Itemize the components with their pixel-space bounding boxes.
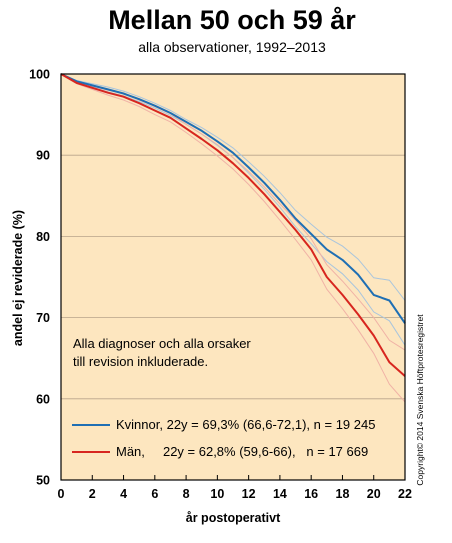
annotation-line-1: Alla diagnoser och alla orsaker (73, 336, 251, 351)
legend-label-man: Män, 22y = 62,8% (59,6-66), n = 17 669 (116, 444, 368, 459)
chart-subtitle: alla observationer, 1992–2013 (138, 39, 326, 55)
y-tick-label: 50 (36, 474, 50, 488)
series-1-line (60, 73, 406, 377)
series-1-ci-lower (60, 73, 406, 403)
annotation-line-2: till revision inkluderade. (73, 354, 208, 369)
x-tick-label: 6 (151, 487, 158, 501)
series-lines (60, 73, 406, 377)
plot-background (61, 74, 405, 480)
x-tick-label: 18 (336, 487, 350, 501)
x-tick-label: 10 (210, 487, 224, 501)
x-axis-ticks: 0 2 4 6 8 10 12 14 16 18 20 22 (58, 475, 412, 501)
x-tick-label: 14 (273, 487, 287, 501)
chart-title: Mellan 50 och 59 år (108, 5, 356, 35)
series-0-ci-upper (60, 73, 406, 301)
y-tick-label: 70 (36, 311, 50, 325)
copyright-text: Copyright© 2014 Svenska Höftprotesregist… (415, 314, 425, 486)
grid-lines (61, 154, 405, 400)
x-tick-label: 2 (89, 487, 96, 501)
y-tick-label: 60 (36, 392, 50, 406)
x-tick-label: 22 (398, 487, 412, 501)
series-0-line (60, 73, 406, 324)
plot-frame (60, 73, 406, 481)
x-tick-label: 4 (120, 487, 127, 501)
y-tick-label: 100 (29, 68, 50, 82)
legend: Kvinnor, 22y = 69,3% (66,6-72,1), n = 19… (72, 417, 375, 459)
y-tick-label: 90 (36, 149, 50, 163)
x-axis-label: år postoperativt (186, 511, 281, 525)
x-tick-label: 12 (242, 487, 256, 501)
y-tick-label: 80 (36, 230, 50, 244)
x-tick-label: 20 (367, 487, 381, 501)
x-tick-label: 8 (183, 487, 190, 501)
x-tick-label: 0 (58, 487, 65, 501)
legend-label-kvinnor: Kvinnor, 22y = 69,3% (66,6-72,1), n = 19… (116, 417, 375, 432)
x-tick-label: 16 (304, 487, 318, 501)
y-axis-label: andel ej reviderade (%) (11, 210, 25, 346)
y-axis-ticks: 50 60 70 80 90 100 (29, 68, 50, 488)
